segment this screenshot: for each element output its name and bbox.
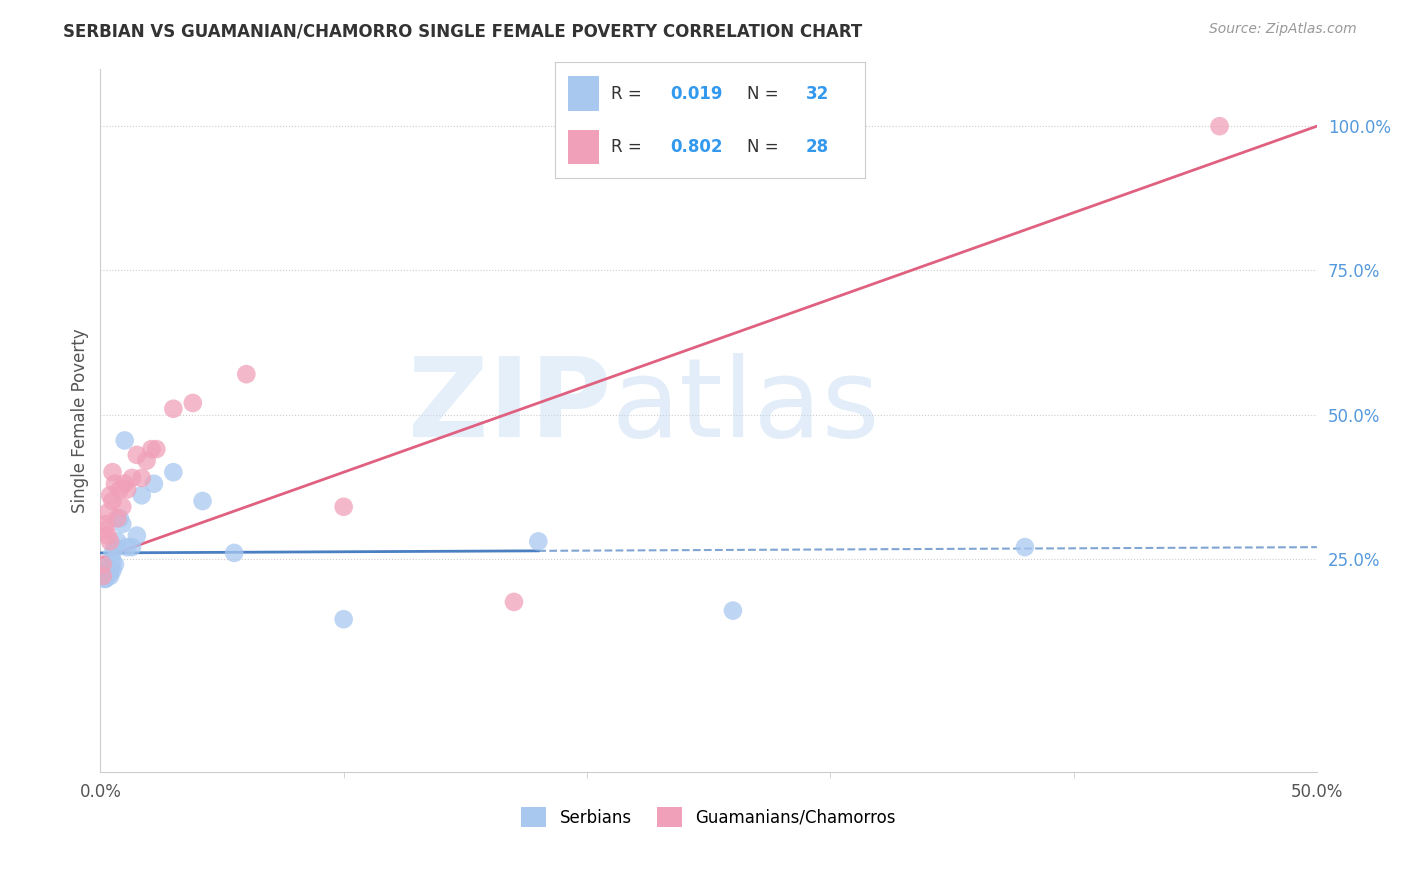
Point (114, 434, 136, 448)
Point (191, 494, 214, 508)
Point (98, 566, 121, 580)
Point (91, 569, 114, 583)
Point (98, 563, 121, 577)
Point (105, 511, 128, 525)
Text: 28: 28 (806, 138, 830, 156)
Point (104, 540, 127, 554)
Point (131, 488, 153, 502)
Point (162, 465, 184, 479)
Point (114, 476, 136, 491)
Point (121, 471, 143, 485)
Point (503, 595, 526, 609)
Point (111, 500, 134, 514)
Point (162, 401, 184, 416)
Text: 0.019: 0.019 (669, 85, 723, 103)
Text: 32: 32 (806, 85, 830, 103)
Point (145, 442, 167, 456)
Point (98, 488, 121, 502)
Text: atlas: atlas (612, 352, 880, 459)
Text: N =: N = (747, 138, 785, 156)
Point (97, 563, 120, 577)
Point (97, 528, 120, 542)
Point (141, 442, 163, 456)
Text: N =: N = (747, 85, 785, 103)
Point (94, 572, 117, 586)
Point (332, 500, 354, 514)
Point (101, 563, 124, 577)
Point (91, 558, 114, 572)
Bar (568, 77, 599, 112)
Point (108, 483, 131, 497)
Point (104, 558, 127, 572)
Point (527, 534, 550, 549)
Text: R =: R = (612, 85, 647, 103)
Point (721, 604, 744, 618)
Text: ZIP: ZIP (408, 352, 612, 459)
Point (101, 546, 124, 560)
Point (135, 453, 157, 467)
Point (97, 506, 120, 520)
Point (1014, 540, 1036, 554)
Point (101, 494, 124, 508)
Point (235, 367, 257, 381)
Point (94, 517, 117, 532)
Point (121, 540, 143, 554)
Y-axis label: Single Female Poverty: Single Female Poverty (72, 328, 89, 513)
Point (111, 517, 134, 532)
Point (94, 523, 117, 537)
Point (142, 476, 165, 491)
Point (224, 546, 246, 560)
Point (108, 511, 131, 525)
Text: 0.802: 0.802 (669, 138, 723, 156)
Point (101, 465, 124, 479)
Point (131, 471, 153, 485)
Text: Source: ZipAtlas.com: Source: ZipAtlas.com (1209, 22, 1357, 37)
Point (97, 560, 120, 574)
Point (125, 528, 148, 542)
Point (91, 560, 114, 574)
Point (104, 476, 127, 491)
Point (98, 569, 121, 583)
Point (1208, 119, 1230, 133)
Text: SERBIAN VS GUAMANIAN/CHAMORRO SINGLE FEMALE POVERTY CORRELATION CHART: SERBIAN VS GUAMANIAN/CHAMORRO SINGLE FEM… (63, 22, 862, 40)
Bar (568, 129, 599, 164)
Point (98, 534, 121, 549)
Point (115, 483, 138, 497)
Point (181, 396, 204, 410)
Point (125, 448, 148, 462)
Point (91, 569, 114, 583)
Point (97, 566, 120, 580)
Point (94, 566, 117, 580)
Point (332, 612, 354, 626)
Point (115, 540, 138, 554)
Point (94, 572, 117, 586)
Legend: Serbians, Guamanians/Chamorros: Serbians, Guamanians/Chamorros (515, 800, 903, 834)
Point (105, 534, 128, 549)
Point (101, 555, 124, 569)
Text: R =: R = (612, 138, 647, 156)
